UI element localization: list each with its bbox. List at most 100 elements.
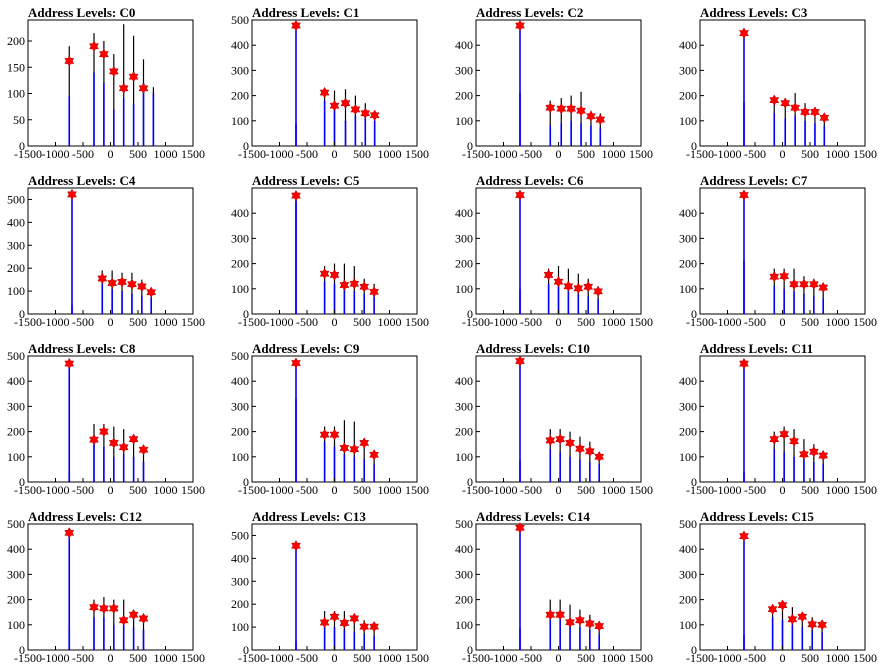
peak-marker bbox=[138, 82, 149, 94]
plot-frame bbox=[475, 523, 642, 651]
peak-marker bbox=[64, 55, 75, 67]
x-tick-label: 1500 bbox=[181, 483, 205, 497]
peak-marker bbox=[138, 444, 149, 456]
peak-marker bbox=[329, 428, 340, 441]
y-tick-label: 200 bbox=[231, 257, 249, 271]
x-tick-label: 0 bbox=[556, 315, 562, 329]
peak-marker bbox=[89, 601, 99, 613]
y-tick-label: 50 bbox=[13, 113, 25, 127]
peak-marker bbox=[329, 269, 340, 281]
x-tick-label: 1000 bbox=[602, 651, 626, 665]
y-tick-label: 0 bbox=[243, 643, 249, 657]
x-tick-label: 1500 bbox=[405, 315, 429, 329]
x-tick-label: 1000 bbox=[826, 483, 850, 497]
chart-panel-7: Address Levels: C7 0 100 200 300 400 -1500 -100… bbox=[672, 168, 896, 336]
y-tick-label: 300 bbox=[455, 231, 473, 245]
x-tick-label: 500 bbox=[353, 315, 371, 329]
peak-marker bbox=[545, 434, 556, 447]
y-tick-label: 500 bbox=[231, 528, 249, 542]
y-tick-label: 0 bbox=[691, 643, 697, 657]
x-tick-label: 1000 bbox=[602, 483, 626, 497]
x-tick-label: 1500 bbox=[629, 147, 653, 161]
x-tick-label: 1000 bbox=[378, 651, 402, 665]
peak-marker bbox=[319, 428, 330, 441]
y-tick-label: 0 bbox=[467, 139, 473, 153]
chart-panel-1: Address Levels: C1 0 100 200 300 400 500 -1500-… bbox=[224, 0, 448, 168]
x-tick-label: 0 bbox=[332, 147, 338, 161]
y-tick-label: 0 bbox=[467, 643, 473, 657]
y-tick-label: 300 bbox=[231, 399, 249, 413]
peak-marker bbox=[89, 40, 99, 52]
chart-svg: 0 100 200 300 400 -1500 -1000 -500 0 500 1000 1500 bbox=[455, 19, 653, 161]
peak-marker bbox=[810, 106, 820, 118]
x-tick-label: -1000 bbox=[490, 315, 518, 329]
peak-marker bbox=[575, 443, 585, 455]
y-tick-label: 300 bbox=[7, 238, 25, 252]
y-tick-label: 200 bbox=[679, 425, 697, 439]
x-tick-label: 500 bbox=[577, 315, 595, 329]
y-tick-label: 300 bbox=[679, 63, 697, 77]
y-tick-label: 100 bbox=[7, 87, 25, 101]
x-tick-label: -1000 bbox=[714, 147, 742, 161]
x-tick-label: -1500 bbox=[686, 651, 714, 665]
peak-marker bbox=[566, 102, 577, 115]
chart-panel-3: Address Levels: C3 0 100 200 300 400 -1500 -100… bbox=[672, 0, 896, 168]
x-tick-label: -1500 bbox=[462, 651, 490, 665]
y-tick-label: 200 bbox=[455, 425, 473, 439]
x-tick-label: 1000 bbox=[378, 147, 402, 161]
peak-marker bbox=[584, 445, 595, 457]
x-tick-label: 0 bbox=[108, 483, 114, 497]
y-tick-label: 500 bbox=[231, 13, 249, 27]
peak-marker bbox=[89, 433, 99, 446]
x-tick-label: -1500 bbox=[238, 315, 266, 329]
x-tick-label: -1500 bbox=[238, 483, 266, 497]
peak-marker bbox=[594, 620, 605, 632]
y-tick-label: 300 bbox=[7, 567, 25, 581]
peak-marker bbox=[818, 449, 829, 462]
chart-title: Address Levels: C2 bbox=[476, 5, 584, 20]
peak-marker bbox=[777, 599, 788, 611]
plot-frame bbox=[699, 355, 866, 483]
y-tick-label: 0 bbox=[243, 475, 249, 489]
x-tick-label: 1000 bbox=[378, 483, 402, 497]
x-tick-label: 1500 bbox=[181, 651, 205, 665]
peak-marker bbox=[118, 441, 129, 453]
x-tick-label: -1500 bbox=[462, 147, 490, 161]
peak-marker bbox=[787, 613, 798, 625]
y-tick-label: 200 bbox=[7, 34, 25, 48]
peak-marker bbox=[808, 278, 819, 290]
chart-svg: 0 100 200 300 400 -1500 -1000 -500 0 500 1000 1500 bbox=[679, 19, 877, 161]
x-tick-label: 1000 bbox=[154, 147, 178, 161]
peak-marker bbox=[359, 281, 370, 293]
peak-marker bbox=[543, 269, 554, 281]
peak-marker bbox=[329, 99, 340, 112]
peak-marker bbox=[586, 110, 596, 122]
peak-marker bbox=[98, 48, 109, 60]
x-tick-label: -1500 bbox=[14, 483, 42, 497]
x-tick-label: 500 bbox=[577, 651, 595, 665]
y-tick-label: 400 bbox=[231, 551, 249, 565]
x-tick-label: 1500 bbox=[629, 651, 653, 665]
x-tick-label: -1000 bbox=[490, 483, 518, 497]
chart-title: Address Levels: C5 bbox=[252, 173, 360, 188]
x-tick-label: 500 bbox=[801, 147, 819, 161]
chart-svg: 0 100 200 300 400 500 -1500 -1000 -500 0 500 1000 15… bbox=[7, 517, 205, 665]
peak-marker bbox=[799, 448, 809, 460]
y-tick-label: 400 bbox=[455, 206, 473, 220]
y-tick-label: 300 bbox=[455, 399, 473, 413]
peak-marker bbox=[128, 70, 139, 83]
chart-title: Address Levels: C1 bbox=[252, 5, 360, 20]
chart-title: Address Levels: C11 bbox=[700, 341, 814, 356]
chart-svg: 0 100 200 300 400 -1500 -1000 -500 0 500 1000 1500 bbox=[455, 187, 653, 329]
y-tick-label: 0 bbox=[19, 475, 25, 489]
x-tick-label: -1500 bbox=[462, 483, 490, 497]
peak-marker bbox=[319, 267, 330, 280]
x-tick-label: -1000 bbox=[490, 147, 518, 161]
peak-marker bbox=[584, 617, 595, 630]
x-tick-label: -1000 bbox=[490, 651, 518, 665]
y-tick-label: 0 bbox=[691, 307, 697, 321]
x-tick-label: 1500 bbox=[853, 147, 877, 161]
peak-marker bbox=[576, 105, 586, 117]
peak-marker bbox=[67, 188, 77, 201]
